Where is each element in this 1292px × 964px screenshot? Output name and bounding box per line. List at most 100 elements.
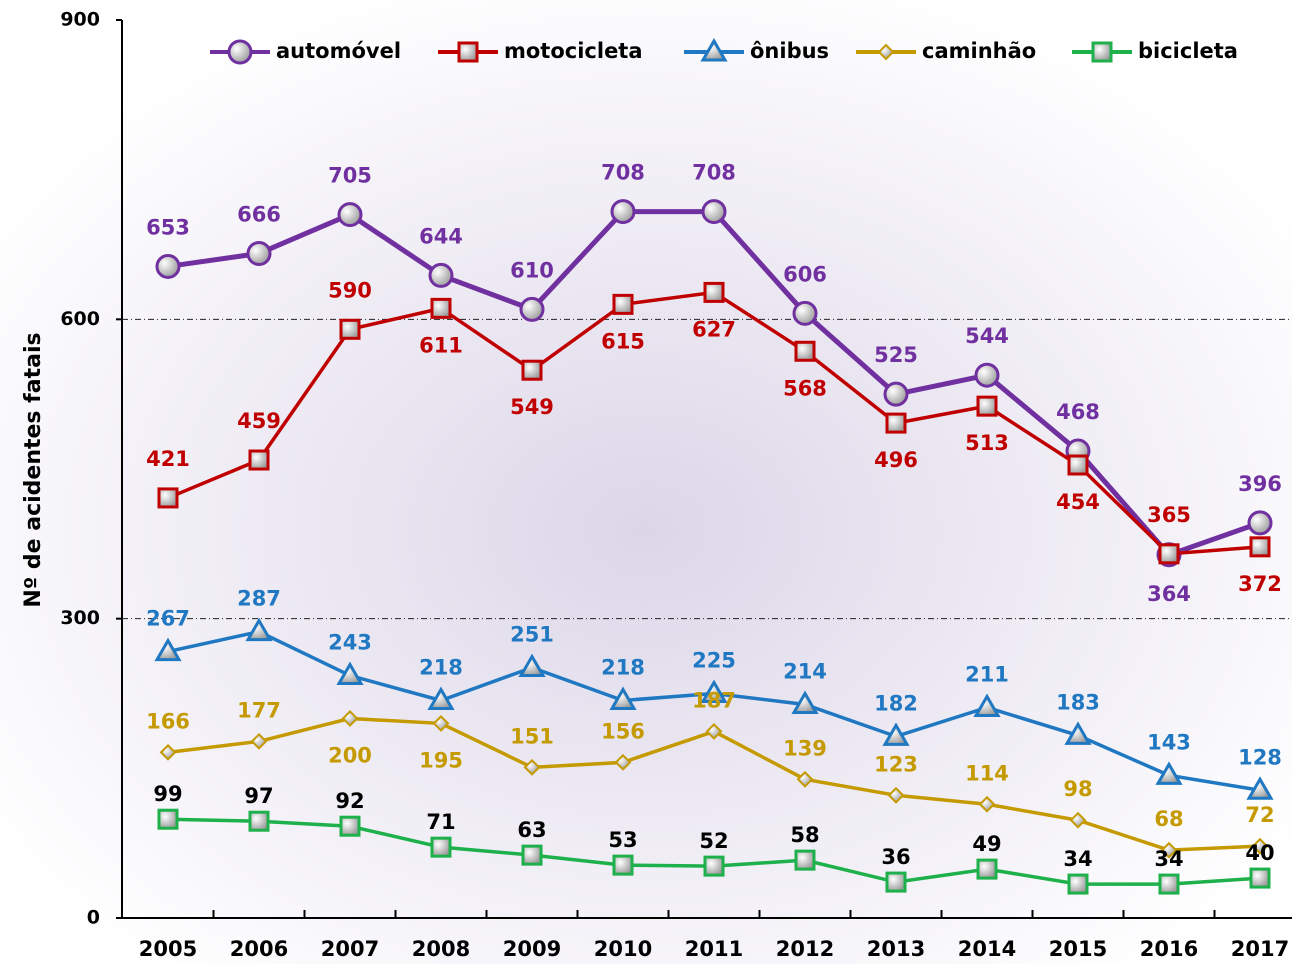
marker: [705, 723, 723, 740]
data-label: 544: [965, 324, 1009, 348]
data-label: 40: [1245, 841, 1274, 865]
marker: [521, 359, 543, 381]
marker: [1249, 536, 1271, 558]
marker: [521, 844, 543, 866]
x-tick-label: 2006: [230, 937, 288, 961]
marker: [1158, 873, 1180, 895]
marker: [248, 810, 270, 832]
marker: [1160, 841, 1178, 859]
data-label: 454: [1056, 490, 1100, 514]
data-label: 396: [1238, 472, 1282, 496]
data-label: 615: [601, 329, 645, 353]
series: 653 666 705 644 610 708 708 606 525 544 468 364 396: [146, 161, 1282, 606]
x-tick-label: 2005: [139, 937, 197, 961]
data-label: 590: [328, 278, 372, 302]
data-label: 225: [692, 649, 736, 673]
data-label: 58: [790, 823, 819, 847]
marker: [609, 686, 637, 710]
marker: [1067, 873, 1089, 895]
marker: [337, 202, 363, 228]
marker: [887, 786, 905, 804]
data-label: 34: [1063, 847, 1092, 871]
series: 166 177 200 195 151 156 187 139 123 114 98 68 72: [146, 688, 1275, 859]
y-axis-label: Nº de acidentes fatais: [21, 332, 46, 607]
data-label: 52: [699, 829, 728, 853]
marker: [883, 381, 909, 407]
x-tick-label: 2011: [685, 937, 743, 961]
data-label: 99: [153, 782, 182, 806]
y-tick-label: 900: [60, 9, 100, 31]
marker: [1247, 510, 1273, 536]
data-label: 72: [1245, 803, 1274, 827]
legend-label: automóvel: [276, 39, 401, 63]
marker: [1069, 811, 1087, 829]
data-label: 243: [328, 631, 372, 655]
marker: [523, 758, 541, 776]
marker: [885, 412, 907, 434]
series: 267 287 243 218 251 218 225 214 182 211 183 143 128: [146, 587, 1282, 800]
marker: [428, 262, 454, 288]
x-tick-label: 2008: [412, 937, 470, 961]
marker: [339, 318, 361, 340]
marker: [250, 732, 268, 750]
data-label: 182: [874, 691, 918, 715]
data-label: 183: [1056, 690, 1100, 714]
marker: [701, 199, 727, 225]
data-label: 644: [419, 224, 463, 248]
marker: [245, 617, 273, 642]
data-label: 92: [335, 789, 364, 813]
data-label: 177: [237, 698, 281, 722]
marker: [154, 637, 182, 662]
marker: [519, 296, 545, 322]
data-label: 68: [1154, 807, 1183, 831]
data-label: 214: [783, 659, 827, 683]
marker: [1091, 41, 1113, 63]
data-label: 496: [874, 448, 918, 472]
x-tick-label: 2007: [321, 937, 379, 961]
y-tick-label: 0: [87, 907, 100, 929]
marker: [246, 240, 272, 266]
data-label: 610: [510, 258, 554, 282]
marker: [796, 770, 814, 788]
x-tick-label: 2014: [958, 937, 1016, 961]
x-tick-label: 2010: [594, 937, 652, 961]
data-label: 53: [608, 828, 637, 852]
marker: [1155, 761, 1183, 785]
data-label: 627: [692, 317, 736, 341]
marker: [341, 710, 359, 727]
data-label: 421: [146, 447, 190, 471]
data-label: 49: [972, 832, 1001, 856]
x-tick-label: 2016: [1140, 937, 1198, 961]
data-label: 251: [510, 623, 554, 647]
data-label: 218: [601, 655, 645, 679]
marker: [974, 362, 1000, 388]
data-label: 34: [1154, 847, 1183, 871]
marker: [1158, 543, 1180, 565]
marker: [157, 808, 179, 830]
marker: [1251, 837, 1269, 855]
marker: [432, 715, 450, 732]
marker: [518, 653, 546, 678]
data-label: 568: [783, 376, 827, 400]
data-label: 606: [783, 262, 827, 286]
marker: [427, 686, 455, 710]
data-label: 98: [1063, 777, 1092, 801]
data-label: 653: [146, 215, 190, 239]
marker: [610, 199, 636, 225]
data-label: 287: [237, 587, 281, 611]
data-label: 459: [237, 409, 281, 433]
marker: [882, 722, 910, 746]
x-tick-label: 2013: [867, 937, 925, 961]
marker: [885, 871, 907, 893]
marker: [430, 836, 452, 858]
data-label: 211: [965, 662, 1009, 686]
marker: [157, 487, 179, 509]
data-label: 195: [419, 748, 463, 772]
marker: [159, 743, 177, 761]
marker: [430, 297, 452, 319]
marker: [877, 43, 895, 61]
data-label: 156: [601, 719, 645, 743]
data-label: 143: [1147, 730, 1191, 754]
